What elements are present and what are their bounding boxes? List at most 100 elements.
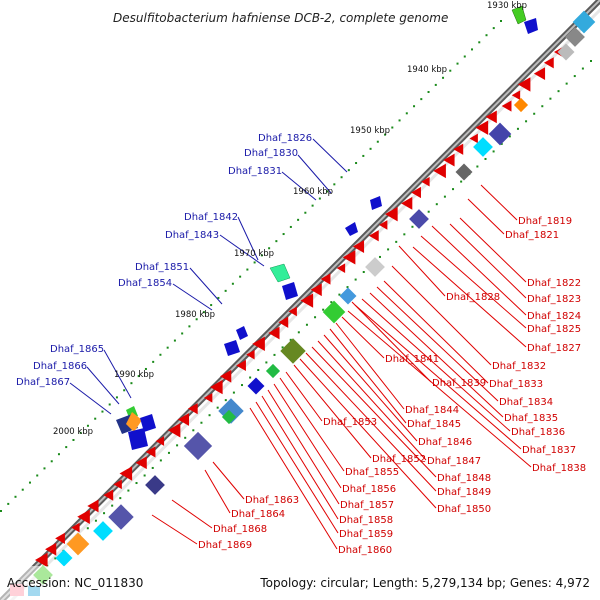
red-connector-line [267, 389, 340, 505]
gc-dot [471, 48, 474, 51]
reverse-gene-label[interactable]: Dhaf_1819 [518, 216, 572, 227]
reverse-gene-label[interactable]: Dhaf_1825 [527, 324, 581, 335]
gc-dot [565, 82, 568, 85]
gc-dot [449, 69, 452, 72]
reverse-gene-arrow [246, 349, 255, 360]
reverse-gene-label[interactable]: Dhaf_1821 [505, 230, 559, 241]
red-connector-line [376, 286, 499, 402]
blue-connector-line [237, 216, 259, 261]
reverse-gene-label[interactable]: Dhaf_1836 [511, 427, 565, 438]
reverse-gene-arrow [453, 143, 464, 155]
red-connector-line [467, 198, 505, 235]
reverse-gene-label[interactable]: Dhaf_1834 [499, 397, 553, 408]
reverse-gene-arrow [475, 120, 489, 135]
gc-dot [391, 126, 394, 129]
gc-dot [43, 467, 46, 470]
gc-dot [167, 451, 170, 454]
gc-dot [181, 332, 184, 335]
forward-gene-label[interactable]: Dhaf_1843 [165, 230, 219, 241]
reverse-gene-label[interactable]: Dhaf_1859 [339, 529, 393, 540]
forward-gene-label[interactable]: Dhaf_1854 [118, 278, 172, 289]
red-connector-line [323, 334, 418, 442]
forward-gene-label[interactable]: Dhaf_1867 [16, 377, 70, 388]
gc-dot [239, 275, 242, 278]
reverse-gene-label[interactable]: Dhaf_1855 [345, 467, 399, 478]
reverse-gene-label[interactable]: Dhaf_1857 [340, 500, 394, 511]
forward-gene-label[interactable]: Dhaf_1831 [228, 166, 282, 177]
reverse-gene-label[interactable]: Dhaf_1847 [427, 456, 481, 467]
gc-dot [369, 147, 372, 150]
gc-dot [541, 105, 544, 108]
reverse-gene-label[interactable]: Dhaf_1833 [489, 379, 543, 390]
reverse-gene-label[interactable]: Dhaf_1832 [492, 361, 546, 372]
reverse-gene-label[interactable]: Dhaf_1869 [198, 540, 252, 551]
reverse-gene-label[interactable]: Dhaf_1849 [437, 487, 491, 498]
reverse-gene-arrow [135, 456, 147, 470]
blue-connector-line [103, 349, 132, 399]
forward-gene-label[interactable]: Dhaf_1826 [258, 133, 312, 144]
reverse-gene-label[interactable]: Dhaf_1822 [527, 278, 581, 289]
reverse-gene-label[interactable]: Dhaf_1846 [418, 437, 472, 448]
reverse-gene-label[interactable]: Dhaf_1868 [213, 524, 267, 535]
reverse-gene-label[interactable]: Dhaf_1845 [407, 419, 461, 430]
gc-dot [28, 481, 31, 484]
reverse-gene-label[interactable]: Dhaf_1858 [339, 515, 393, 526]
forward-gene-label[interactable]: Dhaf_1851 [135, 262, 189, 273]
reverse-gene-label[interactable]: Dhaf_1852 [372, 454, 426, 465]
red-connector-line [412, 246, 527, 348]
red-connector-line [459, 217, 527, 283]
blue-connector-line [312, 138, 348, 173]
gc-dot [435, 203, 438, 206]
reverse-gene-label[interactable]: Dhaf_1856 [342, 484, 396, 495]
reverse-gene-label[interactable]: Dhaf_1853 [323, 417, 377, 428]
reverse-gene-label[interactable]: Dhaf_1848 [437, 473, 491, 484]
reverse-gene-label[interactable]: Dhaf_1850 [437, 504, 491, 515]
gc-dot [143, 474, 146, 477]
gc-dot [115, 396, 118, 399]
gc-dot [485, 34, 488, 37]
red-connector-line [317, 340, 427, 461]
forward-gene-label[interactable]: Dhaf_1866 [33, 361, 87, 372]
reverse-gene-label[interactable]: Dhaf_1839 [432, 378, 486, 389]
gc-dot [94, 519, 97, 522]
gc-dot [246, 268, 249, 271]
red-connector-line [329, 328, 407, 424]
forward-gene-label[interactable]: Dhaf_1830 [244, 148, 298, 159]
reverse-gene-label[interactable]: Dhaf_1835 [504, 413, 558, 424]
gc-dot [195, 318, 198, 321]
gc-dot [65, 446, 68, 449]
reverse-gene-arrow [288, 306, 297, 317]
gc-dot [314, 316, 317, 319]
gc-dot [590, 60, 592, 62]
gc-dot [123, 389, 126, 392]
reverse-gene-arrow [220, 369, 232, 383]
gc-dot [202, 311, 205, 314]
gc-dot [166, 346, 169, 349]
reverse-gene-label[interactable]: Dhaf_1827 [527, 343, 581, 354]
forward-gene-label[interactable]: Dhaf_1842 [184, 212, 238, 223]
red-connector-line [335, 322, 405, 410]
gc-dot [411, 225, 414, 228]
blue-connector-line [86, 366, 120, 405]
reverse-gene-label[interactable]: Dhaf_1838 [532, 463, 586, 474]
gc-dot [224, 399, 227, 402]
gc-dot [111, 504, 114, 507]
reverse-gene-label[interactable]: Dhaf_1824 [527, 311, 581, 322]
accession-text: Accession: NC_011830 [7, 576, 143, 590]
reverse-gene-arrow [336, 263, 346, 273]
forward-gene-labels: Dhaf_1826 Dhaf_1830 Dhaf_1831 Dhaf_1842 Dhaf… [16, 133, 312, 388]
gc-dot [282, 233, 285, 236]
forward-strand-genes [116, 5, 538, 450]
forward-gene-label[interactable]: Dhaf_1865 [50, 344, 104, 355]
reverse-gene-label[interactable]: Dhaf_1837 [522, 445, 576, 456]
reverse-gene-label[interactable]: Dhaf_1841 [385, 354, 439, 365]
gc-dot [265, 361, 268, 364]
reverse-gene-label[interactable]: Dhaf_1860 [338, 545, 392, 556]
reverse-gene-label[interactable]: Dhaf_1823 [527, 294, 581, 305]
reverse-gene-label[interactable]: Dhaf_1844 [405, 405, 459, 416]
reverse-gene-label[interactable]: Dhaf_1863 [245, 495, 299, 506]
gc-dot [305, 323, 308, 326]
reverse-gene-label[interactable]: Dhaf_1864 [231, 509, 285, 520]
kbp-tick-labels: 1930 kbp 1940 kbp 1950 kbp 1960 kbp 1970 kbp… [53, 1, 527, 437]
reverse-gene-label[interactable]: Dhaf_1828 [446, 292, 500, 303]
